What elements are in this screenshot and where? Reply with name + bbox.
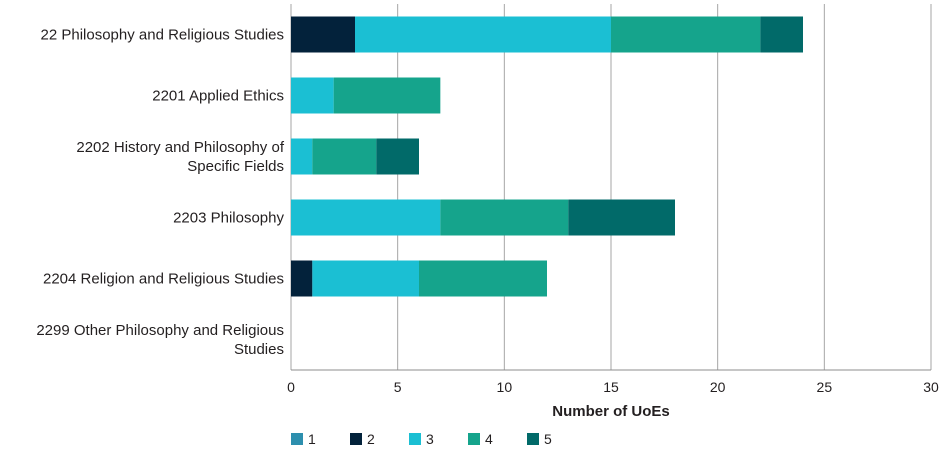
- legend-label: 2: [367, 431, 375, 447]
- bar-cat4-series-2: [291, 260, 313, 297]
- legend-label: 3: [426, 431, 434, 447]
- legend-label: 4: [485, 431, 493, 447]
- legend: 1 2 3 4 5: [291, 431, 552, 447]
- bar-cat2-series-5: [376, 138, 419, 175]
- category-label: 22 Philosophy and Religious Studies: [41, 27, 285, 44]
- legend-swatch-2: [350, 433, 362, 445]
- bars: [291, 16, 803, 297]
- legend-swatch-3: [409, 433, 421, 445]
- x-tick-label: 0: [287, 379, 295, 395]
- category-label: Studies: [234, 341, 284, 358]
- legend-label: 5: [544, 431, 552, 447]
- category-label: 2202 History and Philosophy of: [76, 139, 284, 156]
- bar-cat1-series-4: [333, 77, 441, 114]
- x-tick-label: 15: [603, 379, 619, 395]
- bar-cat4-series-4: [419, 260, 547, 297]
- x-tick-label: 30: [923, 379, 939, 395]
- category-labels: 22 Philosophy and Religious Studies 2201 …: [36, 27, 284, 359]
- x-tick-label: 20: [710, 379, 726, 395]
- category-label: 2203 Philosophy: [173, 210, 284, 227]
- category-label: 2204 Religion and Religious Studies: [43, 271, 284, 288]
- x-axis-title: Number of UoEs: [552, 403, 670, 420]
- legend-swatch-5: [527, 433, 539, 445]
- bar-cat3-series-4: [440, 199, 569, 236]
- x-tick-label: 25: [817, 379, 833, 395]
- bar-cat0-series-4: [611, 16, 761, 53]
- legend-label: 1: [308, 431, 316, 447]
- gridlines: [290, 4, 932, 370]
- bar-cat0-series-2: [291, 16, 355, 53]
- category-label: 2299 Other Philosophy and Religious: [36, 322, 284, 339]
- bar-cat3-series-5: [568, 199, 675, 236]
- x-tick-label: 10: [497, 379, 513, 395]
- bar-cat3-series-3: [291, 199, 441, 236]
- legend-swatch-1: [291, 433, 303, 445]
- legend-swatch-4: [468, 433, 480, 445]
- x-tick-label: 5: [394, 379, 402, 395]
- category-label: Specific Fields: [187, 158, 284, 175]
- x-axis: 0 5 10 15 20 25 30: [287, 369, 939, 395]
- bar-cat1-series-3: [291, 77, 334, 114]
- bar-cat4-series-3: [312, 260, 419, 297]
- bar-cat0-series-3: [355, 16, 611, 53]
- category-label: 2201 Applied Ethics: [152, 88, 284, 105]
- bar-cat2-series-4: [312, 138, 377, 175]
- bar-cat2-series-3: [291, 138, 313, 175]
- bar-cat0-series-5: [760, 16, 803, 53]
